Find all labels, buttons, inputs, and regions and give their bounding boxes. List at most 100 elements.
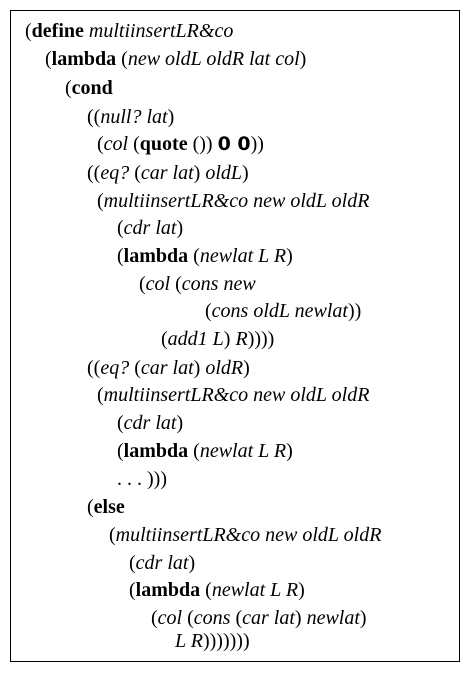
code-line: L R))))))) (175, 629, 250, 653)
identifier-token: col (103, 133, 129, 156)
punctuation-token: ( (97, 189, 104, 212)
punctuation-token: ( (25, 19, 32, 42)
keyword-token: lambda (51, 48, 117, 71)
punctuation-token: ) (359, 606, 367, 629)
identifier-token: cons new (181, 272, 256, 295)
punctuation-token: (( (87, 161, 101, 184)
punctuation-token: ( (170, 272, 182, 295)
punctuation-token: ( (188, 439, 200, 462)
code-line: (multiinsertLR&co new oldL oldR (97, 383, 369, 407)
code-line: (multiinsertLR&co new oldL oldR (109, 523, 381, 547)
punctuation-token: ) (298, 579, 305, 602)
punctuation-token: ( (139, 272, 146, 295)
keyword-token: else (93, 496, 125, 519)
identifier-token: cdr lat (123, 412, 177, 435)
code-line: ((eq? (car lat) oldL) (87, 161, 249, 185)
identifier-token: car lat (140, 161, 194, 184)
punctuation-token: (( (87, 105, 101, 128)
punctuation-token: ( (129, 579, 136, 602)
identifier-token: add1 L (167, 328, 224, 351)
punctuation-token: ) (286, 439, 293, 462)
code-line: ((eq? (car lat) oldR) (87, 356, 250, 380)
punctuation-token: ( (161, 328, 168, 351)
identifier-token: eq? (100, 356, 130, 379)
identifier-token: car lat (242, 606, 295, 629)
identifier-token: multiinsertLR&co new oldL oldR (115, 523, 382, 546)
identifier-token: oldL (205, 161, 243, 184)
punctuation-token: )) (347, 300, 362, 323)
punctuation-token: ) (286, 245, 293, 268)
code-line: ((null? lat) (87, 105, 174, 129)
identifier-token: cdr lat (123, 217, 177, 240)
punctuation-token: ( (205, 300, 212, 323)
code-line: (lambda (new oldL oldR lat col) (45, 47, 306, 71)
punctuation-token: )))) (247, 328, 275, 351)
punctuation-token: ( (200, 579, 212, 602)
punctuation-token: )) (250, 133, 264, 156)
identifier-token: L R (175, 630, 203, 652)
identifier-token: new oldL oldR lat col (127, 48, 300, 71)
punctuation-token: ))))))) (202, 630, 250, 652)
punctuation-token: ) (193, 161, 206, 184)
code-line: . . . ))) (117, 467, 167, 491)
code-line: (cdr lat) (129, 551, 195, 575)
punctuation-token: 0 0 (217, 133, 251, 156)
punctuation-token: ) (188, 551, 196, 574)
punctuation-token: ( (182, 606, 194, 629)
punctuation-token: ( (117, 245, 124, 268)
punctuation-token: ) (193, 356, 206, 379)
keyword-token: define (31, 19, 84, 42)
keyword-token: quote (139, 133, 188, 156)
keyword-token: lambda (123, 245, 189, 268)
code-line: (define multiinsertLR&co (25, 19, 233, 43)
identifier-token: col (157, 606, 183, 629)
identifier-token: oldR (205, 356, 244, 379)
identifier-token: newlat (306, 606, 360, 629)
code-line: (col (quote ()) 0 0)) (97, 132, 264, 156)
code-listing: (define multiinsertLR&co (lambda (new old… (11, 11, 459, 661)
punctuation-token: ( (128, 133, 140, 156)
punctuation-token: ) (242, 161, 249, 184)
identifier-token: newlat L R (199, 245, 287, 268)
identifier-token: R (235, 328, 248, 351)
code-line: (else (87, 495, 125, 519)
identifier-token: car lat (140, 356, 194, 379)
identifier-token: cons oldL newlat (211, 300, 348, 323)
punctuation-token: ( (188, 245, 200, 268)
code-line: (cdr lat) (117, 216, 183, 240)
identifier-token: cons (193, 606, 231, 629)
punctuation-token: ( (109, 523, 116, 546)
identifier-token: newlat L R (199, 439, 287, 462)
punctuation-token: ) (167, 105, 175, 128)
punctuation-token: ( (116, 48, 128, 71)
keyword-token: lambda (135, 579, 201, 602)
punctuation-token: ( (65, 76, 72, 99)
punctuation-token: ) (176, 412, 184, 435)
identifier-token: null? lat (100, 105, 168, 128)
code-line: (add1 L) R)))) (161, 327, 274, 351)
punctuation-token: ()) (187, 133, 218, 156)
code-line: (col (cons (car lat) newlat) (151, 606, 367, 630)
code-line: (lambda (newlat L R) (117, 439, 293, 463)
code-line: (cons oldL newlat)) (205, 299, 361, 323)
code-frame: (define multiinsertLR&co (lambda (new old… (10, 10, 460, 662)
punctuation-token: ( (151, 606, 158, 629)
punctuation-token: ) (223, 328, 236, 351)
identifier-token: multiinsertLR&co new oldL oldR (103, 384, 370, 407)
keyword-token: cond (71, 76, 113, 99)
identifier-token: cdr lat (135, 551, 189, 574)
identifier-token: multiinsertLR&co new oldL oldR (103, 189, 370, 212)
punctuation-token: ( (45, 48, 52, 71)
punctuation-token: ( (117, 439, 124, 462)
punctuation-token: (( (87, 356, 101, 379)
punctuation-token: ) (176, 217, 184, 240)
punctuation-token: ( (87, 496, 94, 519)
code-line: (cdr lat) (117, 411, 183, 435)
keyword-token: lambda (123, 439, 189, 462)
punctuation-token: ( (97, 384, 104, 407)
punctuation-token: ( (117, 217, 124, 240)
punctuation-token: ( (97, 133, 104, 156)
punctuation-token: ( (129, 161, 141, 184)
code-line: (lambda (newlat L R) (117, 244, 293, 268)
punctuation-token: . . . ))) (117, 467, 167, 490)
